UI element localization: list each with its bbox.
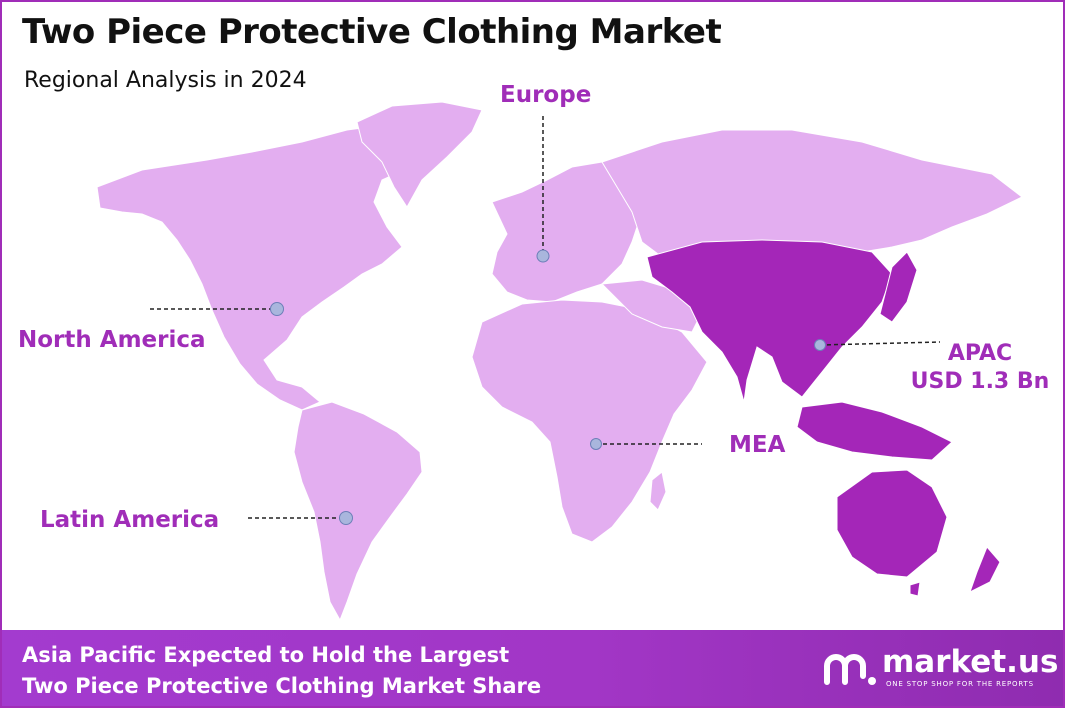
region-label-north-america: North America [18,327,206,353]
mea-marker [590,438,602,450]
africa-landmass [471,299,708,543]
page-subtitle: Regional Analysis in 2024 [24,68,307,93]
region-label-latin-america: Latin America [40,507,220,533]
apac-leader-line [819,341,941,346]
apac-marker [814,339,826,351]
brand-name: market.us [882,644,1059,680]
apac-name: APAC [947,341,1013,366]
footer-line-1: Asia Pacific Expected to Hold the Larges… [22,643,510,667]
brand-logo: market.us ONE STOP SHOP FOR THE REPORTS [822,644,1062,692]
north-asia-landmass [601,129,1023,258]
southeast-asia-islands [796,401,953,461]
market-us-logo-icon [824,654,876,685]
tasmania-landmass [909,581,921,597]
europe-marker [536,249,550,263]
footer-text: Asia Pacific Expected to Hold the Larges… [22,640,541,702]
footer-banner: Asia Pacific Expected to Hold the Larges… [2,630,1063,706]
greenland-landmass [356,101,483,208]
north-america-marker [270,302,284,316]
australia-landmass [836,469,948,578]
asia-pacific-landmass [646,239,893,403]
page-title: Two Piece Protective Clothing Market [22,12,722,52]
new-zealand-landmass [969,546,1001,593]
madagascar-landmass [649,471,667,511]
region-label-europe: Europe [500,82,592,108]
north-america-landmass [96,123,423,411]
region-label-mea: MEA [729,432,786,458]
apac-value: USD 1.3 Bn [910,369,1050,394]
japan-landmass [879,251,918,323]
region-label-apac: APAC USD 1.3 Bn [910,340,1050,396]
footer-line-2: Two Piece Protective Clothing Market Sha… [22,674,542,698]
latin-america-marker [339,511,353,525]
brand-tagline: ONE STOP SHOP FOR THE REPORTS [886,680,1034,688]
south-america-landmass [293,401,423,622]
europe-landmass [491,161,643,303]
